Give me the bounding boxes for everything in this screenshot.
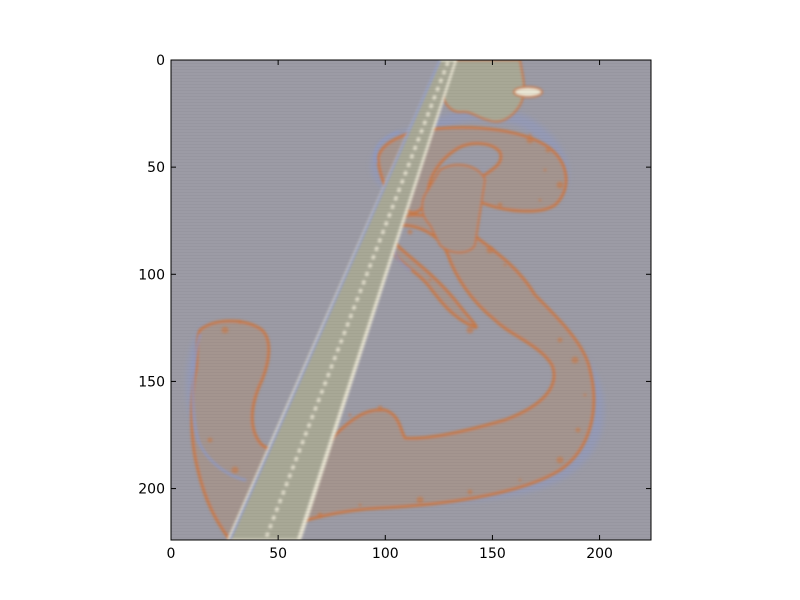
axes-frame	[170, 59, 652, 541]
y-tick-label: 150	[138, 374, 165, 390]
scanline-texture	[171, 60, 651, 540]
feature-map-image	[171, 60, 651, 540]
x-tick-label: 50	[269, 546, 287, 562]
y-tick-label: 200	[138, 482, 165, 498]
x-tick-label: 0	[167, 546, 176, 562]
y-axis: 0 50 100 150 200	[138, 53, 651, 498]
x-tick-label: 200	[586, 546, 613, 562]
y-tick-label: 100	[138, 267, 165, 283]
x-axis: 0 50 100 150 200	[167, 60, 613, 562]
y-tick-label: 50	[147, 160, 165, 176]
x-tick-label: 100	[372, 546, 399, 562]
y-tick-label: 0	[156, 53, 165, 69]
x-tick-label: 150	[479, 546, 506, 562]
